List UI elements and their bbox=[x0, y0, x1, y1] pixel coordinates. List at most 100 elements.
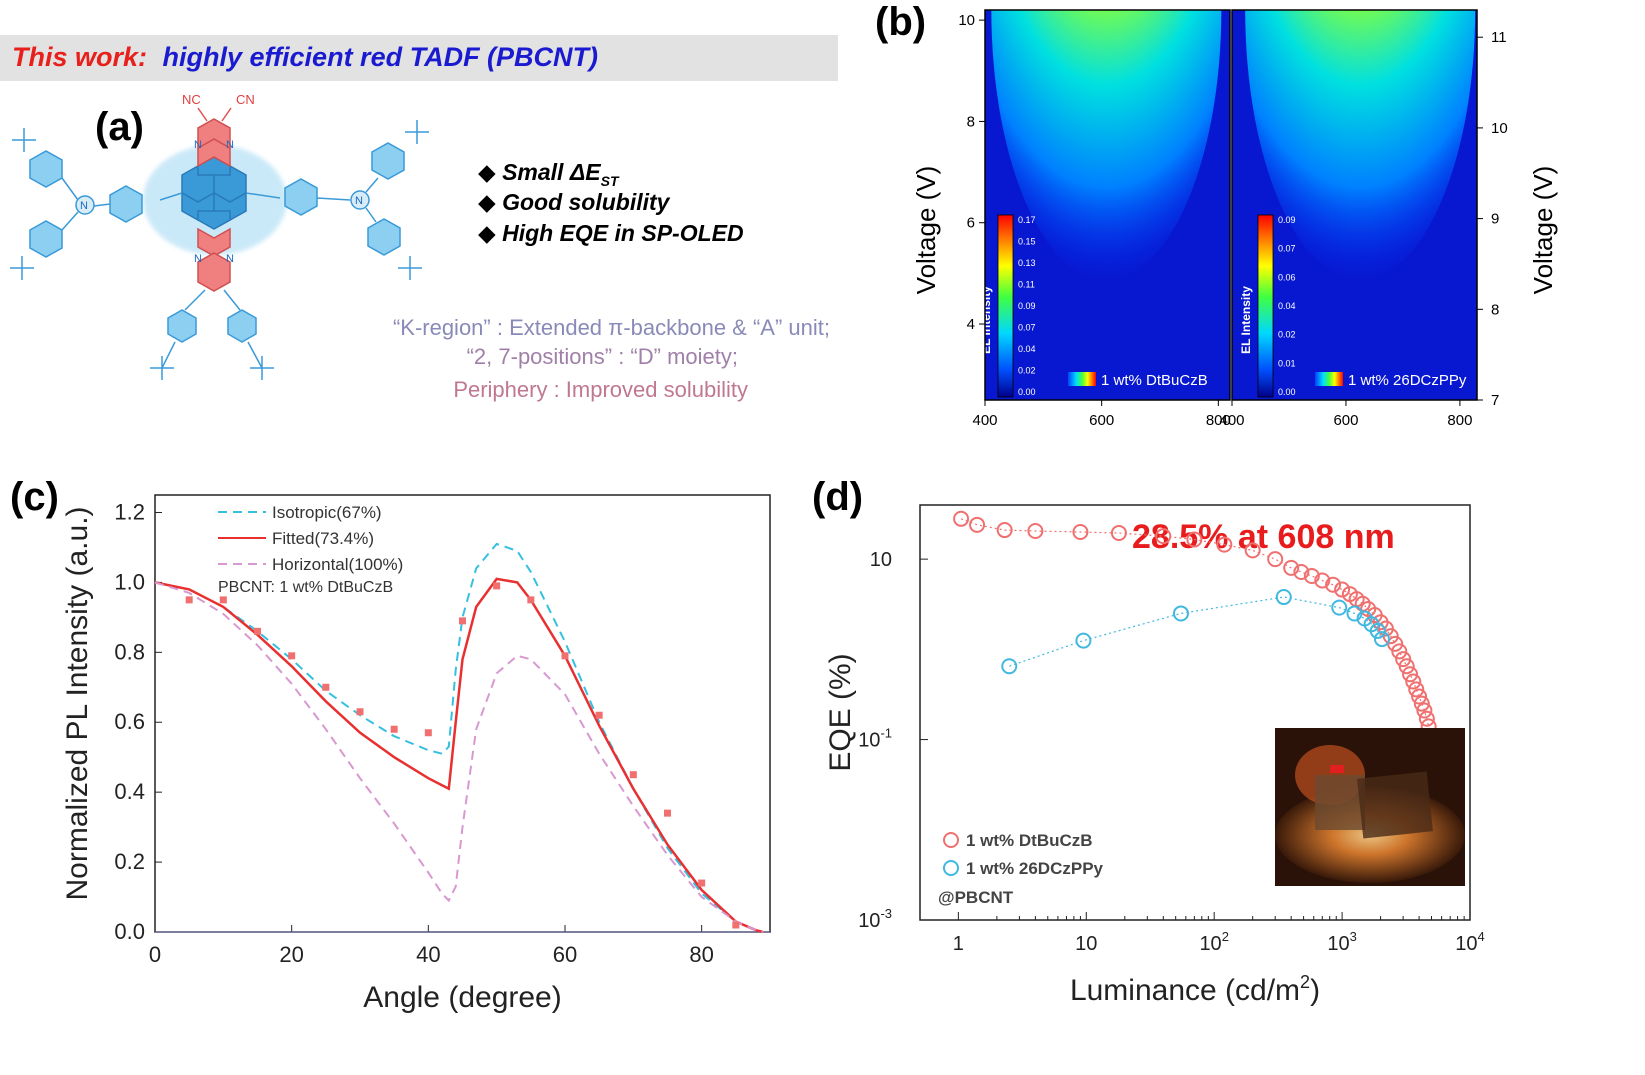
pbcnt-molecule: NC CN N N N N N N bbox=[10, 92, 429, 380]
legend-label: 1 wt% 26DCzPPy bbox=[966, 859, 1104, 878]
subplot-frame bbox=[984, 9, 1231, 401]
atom-label-n5: N bbox=[80, 200, 88, 212]
y-tick-label: 10 bbox=[870, 549, 892, 571]
data-point bbox=[1369, 622, 1386, 639]
y-tick-label: 0.4 bbox=[114, 779, 145, 804]
y-tick-label: 4 bbox=[967, 316, 975, 333]
data-point bbox=[1346, 605, 1363, 622]
y-tick-label: 1.2 bbox=[114, 499, 145, 524]
colorbar-tick: 0.02 bbox=[1278, 330, 1296, 340]
legend-label: Horizontal(100%) bbox=[272, 555, 403, 574]
y-tick-label: 10 bbox=[958, 12, 975, 29]
data-point bbox=[1275, 589, 1292, 606]
x-tick-label: 20 bbox=[279, 942, 303, 967]
y-tick-label: 0.2 bbox=[114, 849, 145, 874]
heatmap-plume bbox=[991, 10, 1222, 280]
annotation: PBCNT: 1 wt% DtBuCzB bbox=[218, 579, 393, 596]
y-tick-label: 8 bbox=[967, 113, 975, 130]
legend-swatch bbox=[1315, 372, 1343, 386]
colorbar-tick: 0.09 bbox=[1278, 215, 1296, 225]
colorbar-tick: 0.11 bbox=[1018, 280, 1035, 290]
data-point bbox=[1267, 551, 1284, 568]
atom-label-n4: N bbox=[226, 253, 234, 265]
bullet-eqe: ◆ High EQE in SP-OLED bbox=[478, 220, 744, 246]
panel-b: (b) Voltage (V) Voltage (V) 0.17 0.15 0.13… bbox=[875, 0, 1558, 429]
x-tick-label: 10 bbox=[1075, 933, 1097, 955]
x-tick-label: 102 bbox=[1199, 929, 1228, 955]
y-tick-label: 10-1 bbox=[858, 726, 892, 752]
data-point bbox=[1402, 666, 1419, 683]
subplot-frame bbox=[1231, 9, 1478, 401]
colorbar: 0.09 0.07 0.06 0.04 0.02 0.01 0.00 EL Intensity bbox=[1239, 214, 1296, 398]
heatmap-dtbuczb: 0.17 0.15 0.13 0.11 0.09 0.07 0.04 0.02 0.00 EL I… bbox=[958, 9, 1231, 429]
data-point bbox=[953, 510, 970, 527]
colorbar: 0.17 0.15 0.13 0.11 0.09 0.07 0.04 0.02 0.00 EL I… bbox=[979, 214, 1036, 398]
measured-point bbox=[424, 729, 432, 737]
y-tick-label: 10 bbox=[1491, 120, 1508, 137]
data-point bbox=[1373, 631, 1390, 648]
heatmap-plume bbox=[1245, 10, 1476, 280]
banner-background bbox=[0, 35, 838, 81]
panel-a: This work: highly efficient red TADF (PB… bbox=[0, 35, 838, 402]
data-point bbox=[1072, 523, 1089, 540]
data-point bbox=[1411, 688, 1428, 705]
data-point bbox=[969, 516, 986, 533]
feature-bullets: ◆ Small ΔEST ◆ Good solubility ◆ High EQ… bbox=[478, 159, 744, 246]
x-tick-label: 1 bbox=[953, 933, 964, 955]
data-point bbox=[1303, 568, 1320, 585]
colorbar-tick: 0.01 bbox=[1278, 358, 1296, 368]
colorbar-tick: 0.15 bbox=[1018, 237, 1036, 247]
measured-point bbox=[595, 711, 603, 719]
x-tick-label: 0 bbox=[149, 942, 161, 967]
measured-point bbox=[254, 627, 261, 635]
data-point bbox=[1186, 531, 1203, 548]
measured-point bbox=[629, 771, 637, 779]
measured-point bbox=[288, 652, 296, 660]
description: “K-region” : Extended π-backbone & “A” u… bbox=[393, 315, 830, 402]
data-point bbox=[1027, 523, 1044, 540]
legend-label: 1 wt% 26DCzPPy bbox=[1348, 372, 1467, 389]
y-tick-label: 6 bbox=[967, 215, 975, 232]
atom-label-cn: CN bbox=[236, 92, 255, 107]
measured-point bbox=[732, 921, 740, 929]
plot-frame bbox=[154, 494, 771, 933]
y-tick-label: 7 bbox=[1491, 392, 1499, 409]
measured-point bbox=[185, 596, 193, 604]
colorbar-tick: 0.04 bbox=[1278, 301, 1296, 311]
data-point bbox=[1325, 576, 1342, 593]
x-tick-label: 400 bbox=[972, 412, 997, 429]
x-tick-label: 400 bbox=[1219, 412, 1244, 429]
colorbar-tick: 0.04 bbox=[1018, 344, 1036, 354]
measured-point bbox=[561, 652, 569, 660]
data-point bbox=[1405, 673, 1422, 690]
colorbar-tick: 0.06 bbox=[1278, 272, 1296, 282]
data-point bbox=[1413, 695, 1430, 712]
atom-label-n6: N bbox=[355, 195, 363, 207]
legend: Isotropic(67%) Fitted(73.4%) Horizontal(10… bbox=[218, 503, 403, 574]
desc-line-1: “K-region” : Extended π-backbone & “A” u… bbox=[393, 315, 830, 340]
legend-swatch bbox=[1068, 372, 1096, 386]
colorbar-tick: 0.02 bbox=[1018, 366, 1036, 376]
data-point bbox=[1314, 572, 1331, 589]
atom-label-n1: N bbox=[194, 139, 202, 151]
y-tick-label: 0.8 bbox=[114, 639, 145, 664]
panel-c-label: (c) bbox=[10, 475, 59, 519]
x-axis-label: Luminance (cd/m2) bbox=[1070, 972, 1320, 1007]
data-point bbox=[1244, 542, 1261, 559]
series-line-0 bbox=[154, 542, 764, 933]
heatmap-26dczppy: 0.09 0.07 0.06 0.04 0.02 0.01 0.00 EL Intensity… bbox=[1219, 9, 1508, 429]
device-photo-inset bbox=[1275, 728, 1465, 886]
panel-d: (d) 1 10 102 103 104 10-3 10-1 10 EQE (%) Luminan… bbox=[812, 475, 1485, 1007]
series-line-2 bbox=[154, 581, 764, 933]
data-point bbox=[1416, 702, 1433, 719]
data-point bbox=[1418, 710, 1435, 727]
legend-label: 1 wt% DtBuCzB bbox=[966, 831, 1093, 850]
series-trace-1 bbox=[1009, 596, 1383, 667]
measured-point bbox=[527, 596, 535, 604]
y-axis-label: EQE (%) bbox=[824, 653, 857, 771]
panel-b-ylabel-right: Voltage (V) bbox=[1528, 166, 1558, 295]
legend-marker bbox=[943, 832, 959, 848]
colorbar-label: EL Intensity bbox=[979, 286, 993, 354]
legend-label: Isotropic(67%) bbox=[272, 503, 382, 522]
bullet-solubility: ◆ Good solubility bbox=[478, 189, 671, 215]
